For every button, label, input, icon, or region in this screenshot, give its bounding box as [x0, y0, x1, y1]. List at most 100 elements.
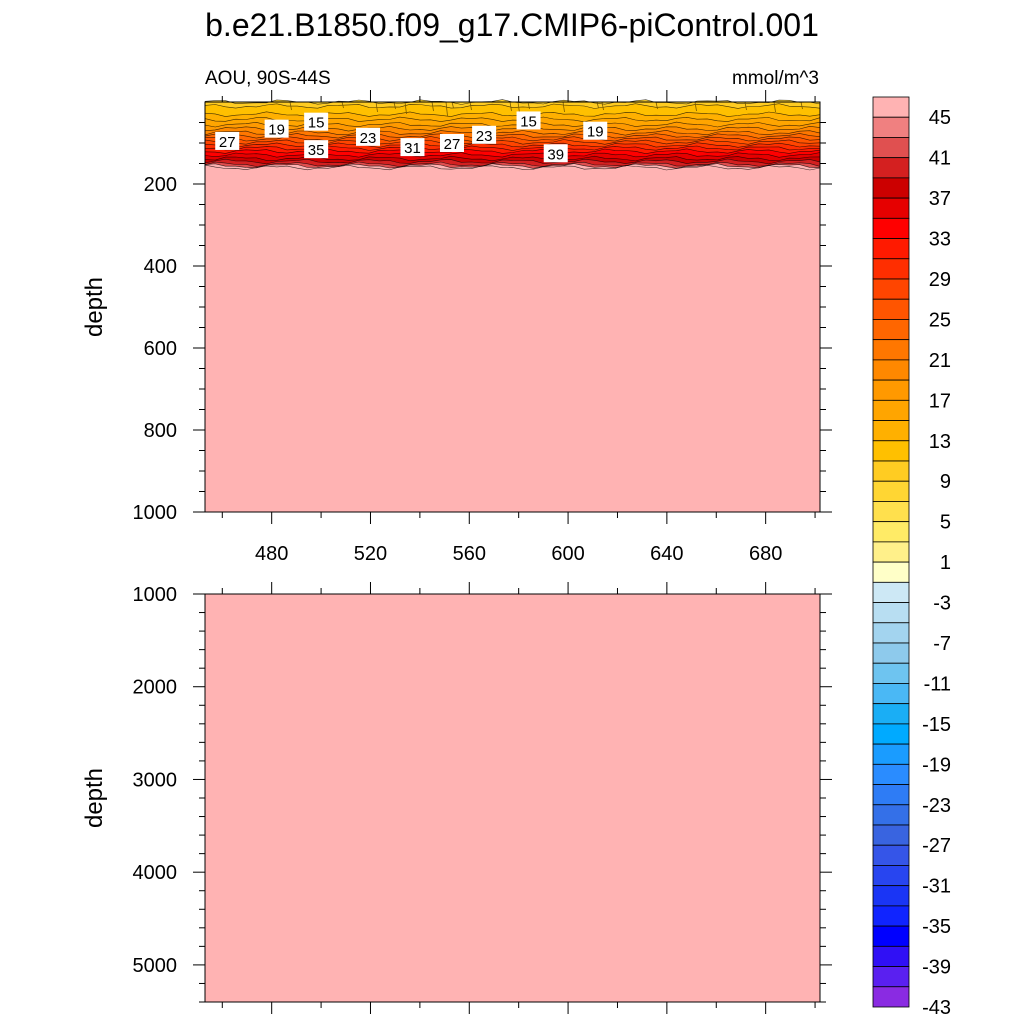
colorbar-box [872, 865, 910, 887]
colorbar-label: -11 [924, 673, 951, 695]
colorbar-label: -27 [922, 835, 951, 857]
x-tick-label: 520 [354, 543, 387, 565]
y-tick-label: 3000 [133, 769, 178, 791]
x-tick-label: 480 [255, 543, 288, 565]
y-tick-label: 800 [144, 420, 177, 442]
colorbar-label: -15 [922, 714, 951, 736]
contour-label: 15 [516, 111, 541, 130]
y-tick-label: 600 [144, 338, 177, 360]
colorbar-label: -19 [922, 754, 951, 776]
contour-line [204, 129, 821, 136]
colorbar-box [872, 986, 910, 1008]
colorbar-box [872, 683, 910, 705]
panel-variable-label: AOU, 90S-44S [205, 68, 331, 89]
y-tick-label: 1000 [133, 502, 178, 524]
colorbar-box [872, 217, 910, 239]
colorbar-box [872, 379, 910, 401]
contour-label-box [516, 111, 541, 130]
colorbar-label: 17 [929, 390, 951, 412]
lower-x-ticks [221, 582, 816, 1014]
colorbar-label: 13 [929, 431, 951, 453]
colorbar-label: -7 [933, 633, 951, 655]
surface-spike [562, 101, 565, 113]
surface-spike [596, 101, 599, 109]
contour-labels: 27 19 15 35 23 31 27 23 15 39 19 [215, 111, 608, 163]
surface-spike [509, 101, 512, 112]
colorbar-box [872, 885, 910, 907]
colorbar-box [872, 278, 910, 300]
colorbar-box [872, 905, 910, 927]
colorbar-box [872, 763, 910, 785]
lower-panel: 1000 2000 3000 4000 5000 depth [81, 582, 832, 1014]
surface-spike [527, 101, 530, 110]
colorbar-box [872, 723, 910, 745]
colorbar-box [872, 844, 910, 866]
contour-label-box [264, 119, 289, 138]
contour-label-text: 31 [404, 140, 421, 157]
colorbar-box [872, 197, 910, 219]
lower-plot-fill [205, 594, 820, 1002]
colorbar-label: 25 [929, 309, 951, 331]
surface-spike [655, 101, 658, 110]
colorbar-box [872, 359, 910, 381]
colorbar-box [872, 116, 910, 138]
colorbar-box [872, 925, 910, 947]
colorbar-box [872, 137, 910, 159]
contour-line [204, 133, 821, 139]
surface-spike [601, 101, 604, 111]
contour-label: 23 [472, 125, 497, 145]
colorbar-box [872, 804, 910, 826]
contour-label-box [356, 127, 381, 146]
y-tick-label: 400 [144, 256, 177, 278]
colorbar-label: -39 [922, 957, 951, 979]
x-tick-label: 600 [551, 543, 584, 565]
contour-label-text: 23 [360, 130, 377, 147]
colorbar-box [872, 966, 910, 988]
contour-label-box [215, 131, 240, 150]
colorbar-label: -3 [933, 593, 951, 615]
contour-label-box [439, 134, 464, 152]
colorbar-box [872, 420, 910, 442]
y-tick-label: 1000 [133, 584, 178, 606]
colorbar-label: 1 [940, 552, 951, 574]
x-tick-label: 640 [650, 543, 683, 565]
surface-spike [451, 101, 454, 109]
contour-label: 39 [543, 144, 568, 163]
colorbar-box [872, 541, 910, 563]
contour-label-box [304, 112, 329, 131]
colorbar-box [872, 743, 910, 765]
contour-label-box [543, 144, 568, 163]
x-tick-label: 560 [453, 543, 486, 565]
lower-y-axis-title: depth [81, 768, 108, 828]
surface-spike [800, 101, 803, 110]
x-axis: 480 520 560 600 640 680 [221, 90, 816, 565]
contour-label: 19 [264, 119, 289, 139]
contour-label-text: 27 [444, 136, 461, 153]
contour-label: 23 [356, 127, 381, 147]
contour-label: 27 [439, 134, 464, 153]
surface-spike [469, 101, 472, 111]
contour-line [204, 103, 821, 109]
colorbar-box [872, 602, 910, 624]
colorbar-box [872, 339, 910, 361]
colorbar-box [872, 622, 910, 644]
y-tick-label: 200 [144, 174, 177, 196]
colorbar-box [872, 96, 910, 118]
y-tick-label: 2000 [133, 677, 178, 699]
colorbar-label: -31 [922, 876, 951, 898]
surface-spike [445, 101, 448, 117]
colorbar-box [872, 480, 910, 502]
colorbar-box [872, 399, 910, 421]
colorbar-box [872, 501, 910, 523]
colorbar-label: 41 [929, 148, 951, 170]
contour-line [204, 164, 821, 171]
contour-label: 15 [304, 112, 329, 132]
contour-label-text: 19 [587, 124, 604, 141]
contour-line [204, 158, 821, 165]
colorbar-box [872, 157, 910, 179]
contour-band [205, 99, 820, 105]
surface-spike [517, 101, 520, 114]
contour-label-box [583, 121, 608, 140]
colorbar-box [872, 642, 910, 664]
colorbar-label: 5 [940, 512, 951, 534]
